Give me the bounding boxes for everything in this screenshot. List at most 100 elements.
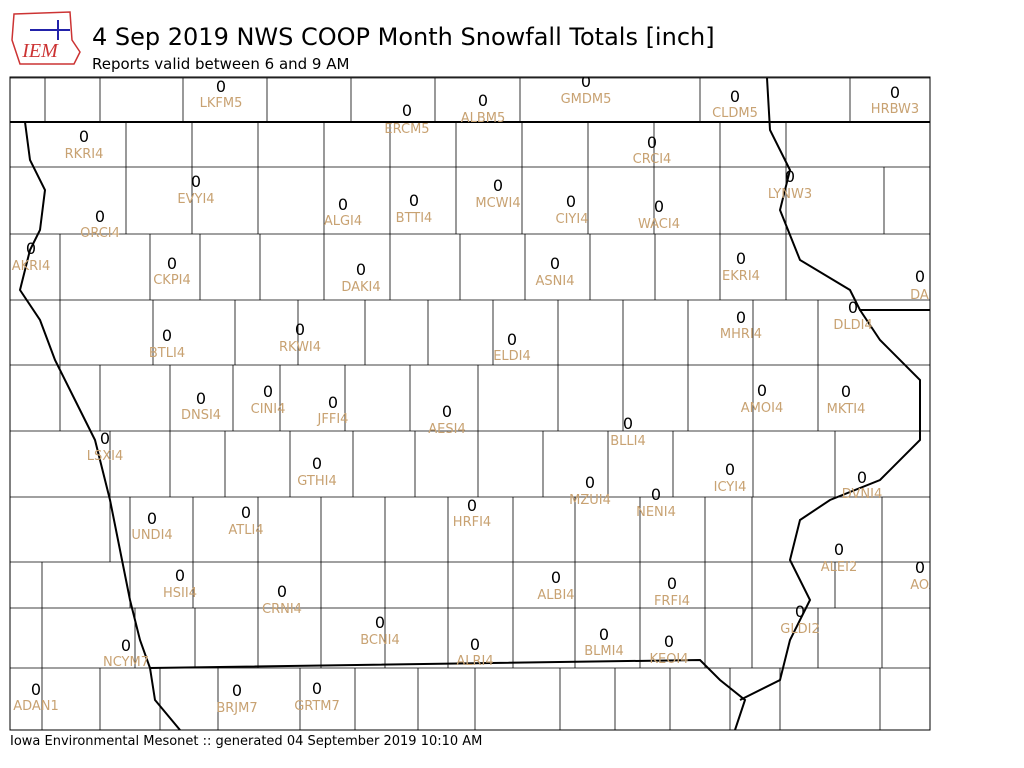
station-value: 0 <box>841 382 851 401</box>
station-value: 0 <box>890 83 900 102</box>
station-id: EVYI4 <box>177 192 214 207</box>
station-id: AOA <box>910 578 938 593</box>
station-value: 0 <box>79 127 89 146</box>
station-value: 0 <box>623 414 633 433</box>
station-id: CRCI4 <box>633 152 672 167</box>
station-id: RKWI4 <box>279 340 321 355</box>
stations: 0LKFM50GMDM50ERCM50ALBM50CLDM50HRBW30RKR… <box>12 72 938 716</box>
state-border <box>18 121 181 730</box>
station-id: LSXI4 <box>87 449 124 464</box>
logo-outline <box>11 11 81 65</box>
station-value: 0 <box>651 485 661 504</box>
station-id: CLDM5 <box>712 106 758 121</box>
station-id: RKRI4 <box>65 147 104 162</box>
station-value: 0 <box>736 308 746 327</box>
station-id: LKFM5 <box>200 96 243 111</box>
station-value: 0 <box>470 635 480 654</box>
station-id: MCWI4 <box>475 196 520 211</box>
station-value: 0 <box>312 454 322 473</box>
station-id: BTTI4 <box>396 211 433 226</box>
station-value: 0 <box>581 72 591 91</box>
station-id: MHRI4 <box>720 327 762 342</box>
station-value: 0 <box>216 77 226 96</box>
station-value: 0 <box>100 429 110 448</box>
station-id: ATLI4 <box>228 523 263 538</box>
station-value: 0 <box>312 679 322 698</box>
subtitle: Reports valid between 6 and 9 AM <box>92 55 349 73</box>
station-value: 0 <box>757 381 767 400</box>
station-id: CIYI4 <box>556 212 589 227</box>
station-value: 0 <box>402 101 412 120</box>
station-value: 0 <box>328 393 338 412</box>
station-value: 0 <box>654 197 664 216</box>
title: 4 Sep 2019 NWS COOP Month Snowfall Total… <box>92 23 715 51</box>
station-id: BTLI4 <box>149 346 185 361</box>
station-id: DVNI4 <box>842 487 883 502</box>
state-border <box>149 658 747 730</box>
station-value: 0 <box>26 239 36 258</box>
station-value: 0 <box>147 509 157 528</box>
station-value: 0 <box>175 566 185 585</box>
state-border <box>766 77 930 311</box>
station-value: 0 <box>442 402 452 421</box>
station-id: NENI4 <box>636 505 676 520</box>
station-value: 0 <box>857 468 867 487</box>
station-id: MZUI4 <box>569 493 611 508</box>
station-id: DAKI4 <box>341 280 380 295</box>
station-id: ALRI4 <box>456 654 493 669</box>
station-id: MKTI4 <box>827 402 866 417</box>
station-value: 0 <box>232 681 242 700</box>
station-value: 0 <box>664 632 674 651</box>
map-area: 0LKFM50GMDM50ERCM50ALBM50CLDM50HRBW30RKR… <box>10 72 938 730</box>
footer: Iowa Environmental Mesonet :: generated … <box>10 734 482 749</box>
station-id: ORCI4 <box>80 226 120 241</box>
station-value: 0 <box>356 260 366 279</box>
station-id: ERCM5 <box>384 122 429 137</box>
station-id: UNDI4 <box>131 528 172 543</box>
station-id: CKPI4 <box>153 273 191 288</box>
station-value: 0 <box>730 87 740 106</box>
station-value: 0 <box>121 636 131 655</box>
station-id: FRFI4 <box>654 594 690 609</box>
station-value: 0 <box>375 613 385 632</box>
station-value: 0 <box>338 195 348 214</box>
station-value: 0 <box>507 330 517 349</box>
station-value: 0 <box>295 320 305 339</box>
station-value: 0 <box>785 167 795 186</box>
logo-text: IEM <box>21 40 59 62</box>
station-value: 0 <box>241 503 251 522</box>
station-id: ALEI2 <box>821 560 857 575</box>
state-border <box>739 309 921 701</box>
station-value: 0 <box>585 473 595 492</box>
station-value: 0 <box>31 680 41 699</box>
station-id: KEOI4 <box>649 652 688 667</box>
station-id: NCYM7 <box>103 655 149 670</box>
station-id: ADAN1 <box>13 699 59 714</box>
station-id: GTHI4 <box>297 474 336 489</box>
logo-icon <box>30 20 70 40</box>
station-id: ASNI4 <box>536 274 575 289</box>
station-value: 0 <box>493 176 503 195</box>
station-value: 0 <box>834 540 844 559</box>
station-value: 0 <box>167 254 177 273</box>
station-id: CRNI4 <box>262 602 302 617</box>
station-id: EKRI4 <box>722 269 760 284</box>
station-id: CINI4 <box>251 402 286 417</box>
station-value: 0 <box>915 558 925 577</box>
station-value: 0 <box>478 91 488 110</box>
station-value: 0 <box>795 602 805 621</box>
station-id: GMDM5 <box>561 92 612 107</box>
station-value: 0 <box>550 254 560 273</box>
station-id: HSII4 <box>163 586 197 601</box>
station-id: HRBW3 <box>871 102 919 117</box>
station-id: BLLI4 <box>610 434 646 449</box>
county-lines <box>10 77 930 730</box>
station-value: 0 <box>409 191 419 210</box>
station-id: AESI4 <box>428 422 465 437</box>
station-id: ALGI4 <box>324 214 362 229</box>
station-value: 0 <box>725 460 735 479</box>
station-value: 0 <box>848 298 858 317</box>
station-value: 0 <box>667 574 677 593</box>
station-id: ALBM5 <box>461 111 506 126</box>
